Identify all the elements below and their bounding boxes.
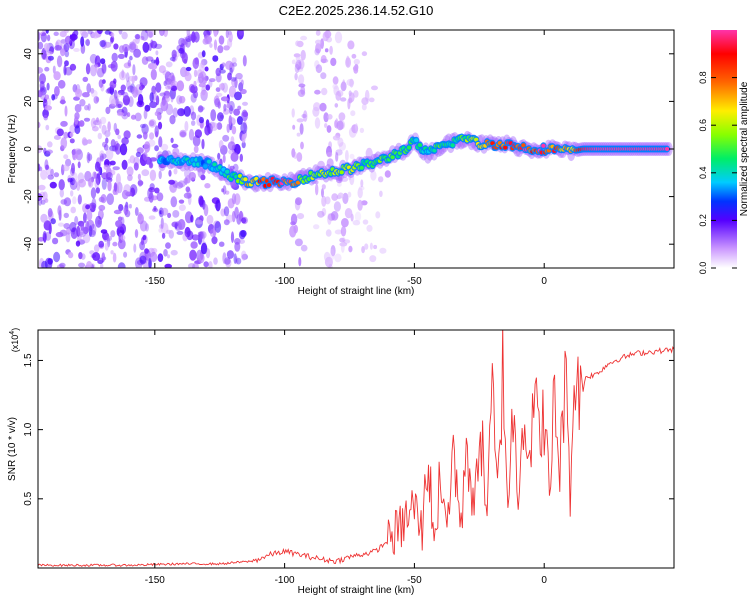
snr-plot-area bbox=[38, 330, 674, 568]
spectrogram-x-label: Height of straight line (km) bbox=[298, 286, 415, 297]
colorbar-tick-label: 0.0 bbox=[698, 262, 708, 275]
svg-text:(x104): (x104) bbox=[9, 328, 20, 352]
spectrogram-y-label: Frequency (Hz) bbox=[7, 115, 18, 184]
colorbar-label: Normalized spectral amplitude bbox=[739, 81, 750, 216]
x-tick-label: -150 bbox=[145, 276, 165, 287]
colorbar-gradient bbox=[711, 30, 737, 268]
colorbar: 0.0 0.2 0.4 0.6 0.8 Normalized spectral ampl… bbox=[698, 30, 750, 274]
spectrogram-x-ticks: -150 -100 -50 0 bbox=[145, 30, 547, 287]
spectrogram-noise-speckle bbox=[38, 30, 391, 268]
spectrogram-plot-area bbox=[38, 30, 673, 268]
chart-title: C2E2.2025.236.14.52.G10 bbox=[279, 3, 434, 18]
snr-x-label: Height of straight line (km) bbox=[298, 585, 415, 596]
snr-series-line bbox=[38, 330, 674, 568]
spectrogram-ridge bbox=[156, 130, 673, 193]
colorbar-ticks: 0.0 0.2 0.4 0.6 0.8 bbox=[698, 71, 737, 274]
y-tick-label: 0 bbox=[23, 146, 34, 152]
colorbar-tick-label: 0.8 bbox=[698, 71, 708, 84]
snr-frame bbox=[37, 329, 675, 569]
snr-x-ticks: -150 -100 -50 0 bbox=[145, 330, 547, 586]
snr-y-label: SNR (10 * v/v) bbox=[7, 417, 18, 481]
snr-y-ticks: 0.5 1.0 1.5 bbox=[23, 353, 674, 506]
colorbar-tick-label: 0.2 bbox=[698, 214, 708, 227]
x-tick-label: 0 bbox=[541, 575, 547, 586]
x-tick-label: -150 bbox=[145, 575, 165, 586]
y-tick-label: 20 bbox=[23, 95, 34, 107]
x-tick-label: -100 bbox=[275, 575, 295, 586]
snr-panel: -150 -100 -50 0 0.5 1.0 1.5 Height of straigh… bbox=[7, 328, 675, 596]
y-tick-label: 1.0 bbox=[23, 422, 34, 436]
y-tick-label: -40 bbox=[23, 237, 34, 252]
y-tick-label: 1.5 bbox=[23, 353, 34, 367]
x-tick-label: -100 bbox=[275, 276, 295, 287]
spectrogram-y-ticks: -40 -20 0 20 40 bbox=[23, 48, 674, 252]
colorbar-tick-label: 0.6 bbox=[698, 119, 708, 132]
snr-scale-exp: 4 bbox=[9, 331, 16, 335]
spectrogram-panel: -150 -100 -50 0 -40 -20 0 20 40 Height of strai… bbox=[7, 29, 675, 297]
x-tick-label: 0 bbox=[541, 276, 547, 287]
x-tick-label: -50 bbox=[407, 276, 422, 287]
y-tick-label: -20 bbox=[23, 189, 34, 204]
snr-scale-label: (x104) bbox=[9, 328, 20, 352]
y-tick-label: 40 bbox=[23, 48, 34, 60]
snr-scale-base: (x10 bbox=[10, 335, 20, 353]
x-tick-label: -50 bbox=[407, 575, 422, 586]
colorbar-tick-label: 0.4 bbox=[698, 167, 708, 180]
y-tick-label: 0.5 bbox=[23, 491, 34, 505]
